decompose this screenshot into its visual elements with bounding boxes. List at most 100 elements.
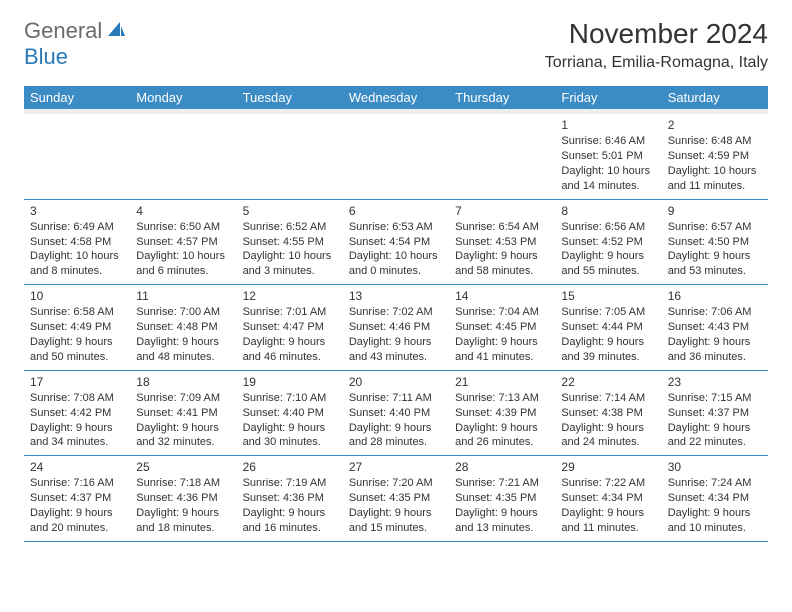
day-dl2: and 30 minutes. [243, 435, 337, 450]
day-number: 1 [561, 117, 655, 133]
week-row: 10Sunrise: 6:58 AMSunset: 4:49 PMDayligh… [24, 285, 768, 371]
day-info: Sunrise: 6:52 AMSunset: 4:55 PMDaylight:… [243, 220, 337, 279]
day-number: 20 [349, 374, 443, 390]
day-sr: Sunrise: 7:24 AM [668, 476, 762, 491]
day-cell: 18Sunrise: 7:09 AMSunset: 4:41 PMDayligh… [130, 370, 236, 456]
day-cell: 26Sunrise: 7:19 AMSunset: 4:36 PMDayligh… [237, 456, 343, 542]
day-number: 8 [561, 203, 655, 219]
day-sr: Sunrise: 7:11 AM [349, 391, 443, 406]
day-dl1: Daylight: 10 hours [349, 249, 443, 264]
day-sr: Sunrise: 7:22 AM [561, 476, 655, 491]
day-header-sunday: Sunday [24, 86, 130, 109]
day-ss: Sunset: 4:35 PM [349, 491, 443, 506]
day-cell: 11Sunrise: 7:00 AMSunset: 4:48 PMDayligh… [130, 285, 236, 371]
day-sr: Sunrise: 6:53 AM [349, 220, 443, 235]
day-dl2: and 3 minutes. [243, 264, 337, 279]
day-info: Sunrise: 6:46 AMSunset: 5:01 PMDaylight:… [561, 134, 655, 193]
day-ss: Sunset: 4:42 PM [30, 406, 124, 421]
day-dl2: and 13 minutes. [455, 521, 549, 536]
day-dl2: and 18 minutes. [136, 521, 230, 536]
day-info: Sunrise: 7:16 AMSunset: 4:37 PMDaylight:… [30, 476, 124, 535]
day-number: 18 [136, 374, 230, 390]
day-cell: 17Sunrise: 7:08 AMSunset: 4:42 PMDayligh… [24, 370, 130, 456]
week-row: 3Sunrise: 6:49 AMSunset: 4:58 PMDaylight… [24, 199, 768, 285]
day-cell: 6Sunrise: 6:53 AMSunset: 4:54 PMDaylight… [343, 199, 449, 285]
day-number: 24 [30, 459, 124, 475]
day-dl1: Daylight: 9 hours [455, 421, 549, 436]
day-number: 5 [243, 203, 337, 219]
day-sr: Sunrise: 6:46 AM [561, 134, 655, 149]
day-ss: Sunset: 4:38 PM [561, 406, 655, 421]
day-number: 3 [30, 203, 124, 219]
day-cell: 28Sunrise: 7:21 AMSunset: 4:35 PMDayligh… [449, 456, 555, 542]
day-dl1: Daylight: 10 hours [30, 249, 124, 264]
day-ss: Sunset: 4:45 PM [455, 320, 549, 335]
day-cell: 9Sunrise: 6:57 AMSunset: 4:50 PMDaylight… [662, 199, 768, 285]
day-sr: Sunrise: 6:54 AM [455, 220, 549, 235]
day-number: 13 [349, 288, 443, 304]
day-dl1: Daylight: 9 hours [243, 421, 337, 436]
day-info: Sunrise: 7:24 AMSunset: 4:34 PMDaylight:… [668, 476, 762, 535]
day-number: 29 [561, 459, 655, 475]
day-dl1: Daylight: 9 hours [136, 506, 230, 521]
day-dl1: Daylight: 9 hours [349, 335, 443, 350]
day-number: 23 [668, 374, 762, 390]
day-info: Sunrise: 7:00 AMSunset: 4:48 PMDaylight:… [136, 305, 230, 364]
day-dl2: and 39 minutes. [561, 350, 655, 365]
day-dl2: and 46 minutes. [243, 350, 337, 365]
day-sr: Sunrise: 6:52 AM [243, 220, 337, 235]
day-ss: Sunset: 4:39 PM [455, 406, 549, 421]
week-row: 1Sunrise: 6:46 AMSunset: 5:01 PMDaylight… [24, 114, 768, 199]
day-ss: Sunset: 4:40 PM [243, 406, 337, 421]
day-sr: Sunrise: 7:06 AM [668, 305, 762, 320]
day-dl2: and 48 minutes. [136, 350, 230, 365]
day-sr: Sunrise: 6:58 AM [30, 305, 124, 320]
day-cell: 16Sunrise: 7:06 AMSunset: 4:43 PMDayligh… [662, 285, 768, 371]
day-number: 10 [30, 288, 124, 304]
day-cell [130, 114, 236, 199]
day-info: Sunrise: 6:57 AMSunset: 4:50 PMDaylight:… [668, 220, 762, 279]
day-header-monday: Monday [130, 86, 236, 109]
day-dl2: and 53 minutes. [668, 264, 762, 279]
day-ss: Sunset: 4:54 PM [349, 235, 443, 250]
day-cell: 22Sunrise: 7:14 AMSunset: 4:38 PMDayligh… [555, 370, 661, 456]
day-dl2: and 58 minutes. [455, 264, 549, 279]
day-dl2: and 28 minutes. [349, 435, 443, 450]
day-ss: Sunset: 4:43 PM [668, 320, 762, 335]
day-sr: Sunrise: 6:48 AM [668, 134, 762, 149]
day-number: 28 [455, 459, 549, 475]
day-cell: 3Sunrise: 6:49 AMSunset: 4:58 PMDaylight… [24, 199, 130, 285]
day-info: Sunrise: 7:06 AMSunset: 4:43 PMDaylight:… [668, 305, 762, 364]
day-sr: Sunrise: 7:16 AM [30, 476, 124, 491]
day-cell: 7Sunrise: 6:54 AMSunset: 4:53 PMDaylight… [449, 199, 555, 285]
day-dl2: and 50 minutes. [30, 350, 124, 365]
day-info: Sunrise: 6:50 AMSunset: 4:57 PMDaylight:… [136, 220, 230, 279]
day-sr: Sunrise: 7:00 AM [136, 305, 230, 320]
day-ss: Sunset: 4:59 PM [668, 149, 762, 164]
day-dl1: Daylight: 9 hours [561, 506, 655, 521]
day-sr: Sunrise: 7:08 AM [30, 391, 124, 406]
day-ss: Sunset: 4:41 PM [136, 406, 230, 421]
day-number: 2 [668, 117, 762, 133]
day-info: Sunrise: 6:56 AMSunset: 4:52 PMDaylight:… [561, 220, 655, 279]
month-title: November 2024 [545, 18, 768, 50]
day-dl1: Daylight: 9 hours [243, 335, 337, 350]
day-sr: Sunrise: 7:04 AM [455, 305, 549, 320]
day-sr: Sunrise: 7:13 AM [455, 391, 549, 406]
day-cell [343, 114, 449, 199]
day-info: Sunrise: 7:18 AMSunset: 4:36 PMDaylight:… [136, 476, 230, 535]
day-cell: 19Sunrise: 7:10 AMSunset: 4:40 PMDayligh… [237, 370, 343, 456]
day-dl1: Daylight: 9 hours [561, 249, 655, 264]
day-dl1: Daylight: 9 hours [668, 421, 762, 436]
day-cell: 27Sunrise: 7:20 AMSunset: 4:35 PMDayligh… [343, 456, 449, 542]
day-header-friday: Friday [555, 86, 661, 109]
day-number: 26 [243, 459, 337, 475]
day-header-row: SundayMondayTuesdayWednesdayThursdayFrid… [24, 86, 768, 109]
day-dl2: and 15 minutes. [349, 521, 443, 536]
day-dl1: Daylight: 9 hours [455, 506, 549, 521]
header: General November 2024 Torriana, Emilia-R… [24, 18, 768, 72]
title-block: November 2024 Torriana, Emilia-Romagna, … [545, 18, 768, 72]
day-ss: Sunset: 4:44 PM [561, 320, 655, 335]
day-dl2: and 14 minutes. [561, 179, 655, 194]
day-dl2: and 20 minutes. [30, 521, 124, 536]
